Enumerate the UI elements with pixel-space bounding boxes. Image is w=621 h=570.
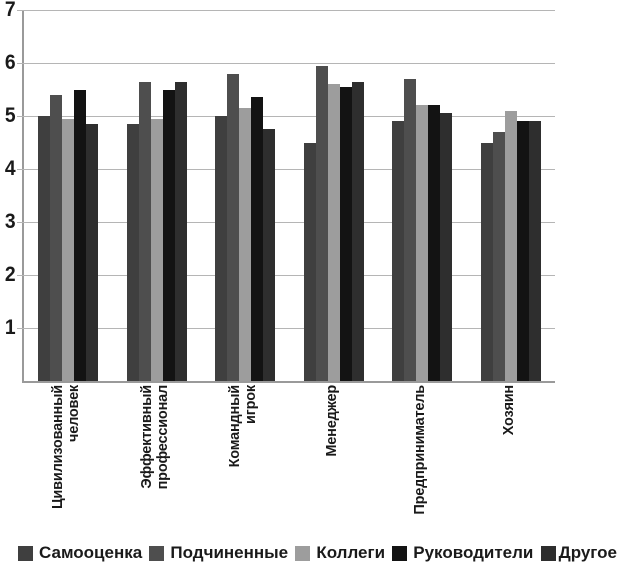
bar — [303, 142, 316, 381]
bar — [227, 73, 240, 381]
x-category-label: Цивилизованный человек — [50, 385, 83, 509]
bar — [492, 131, 505, 381]
gridline-y6 — [17, 63, 555, 64]
bar — [528, 121, 541, 381]
x-category-label: Эффективный профессионал — [138, 385, 171, 490]
legend: Самооценка Подчиненные Коллеги Руководители… — [0, 540, 621, 566]
legend-swatch — [149, 545, 165, 561]
bar — [480, 142, 493, 381]
bar-group-2 — [113, 10, 202, 381]
gridline-y1 — [17, 328, 555, 329]
legend-label: Коллеги — [316, 543, 386, 562]
bar-groups — [24, 10, 555, 381]
bar — [392, 121, 405, 381]
bar — [263, 129, 276, 381]
bar — [162, 89, 175, 381]
bar — [315, 65, 328, 381]
bar — [38, 116, 51, 381]
legend-item-1: Самооценка — [18, 543, 142, 563]
legend-swatch — [392, 545, 408, 561]
gridline-y7 — [17, 10, 555, 11]
x-category-slot: Менеджер — [288, 384, 377, 538]
bar — [138, 81, 151, 381]
legend-swatch — [18, 545, 33, 561]
bar — [351, 81, 364, 381]
legend-item-5: Другое — [540, 543, 617, 563]
y-tick-label: 3 — [5, 210, 16, 234]
y-tick-label: 1 — [5, 316, 16, 340]
bar — [251, 97, 264, 381]
bar-group-1 — [24, 10, 113, 381]
legend-swatch — [295, 545, 311, 561]
bar — [404, 78, 417, 381]
y-tick-label: 7 — [5, 0, 16, 22]
bar — [215, 116, 228, 381]
bar — [428, 105, 441, 381]
gridline-y3 — [17, 222, 555, 223]
bar — [339, 86, 352, 381]
bar-group-3 — [201, 10, 290, 381]
bar — [50, 94, 63, 381]
x-category-label: Хозяин — [500, 385, 517, 436]
x-category-label: Командный игрок — [227, 385, 260, 468]
bar-group-6 — [467, 10, 556, 381]
y-tick-label: 4 — [5, 157, 16, 181]
legend-label: Другое — [558, 543, 617, 562]
x-axis-category-labels: Цивилизованный человек Эффективный профес… — [22, 384, 553, 538]
x-category-label: Предприниматель — [412, 385, 429, 515]
bar — [174, 81, 187, 381]
bar — [126, 123, 139, 381]
legend-label: Самооценка — [39, 543, 143, 562]
gridline-y5 — [17, 116, 555, 117]
bar-group-5 — [378, 10, 467, 381]
legend-swatch — [540, 545, 556, 561]
bar — [516, 121, 529, 381]
legend-label: Руководители — [413, 543, 534, 562]
gridline-y4 — [17, 169, 555, 170]
bar — [150, 118, 163, 381]
legend-item-4: Руководители — [392, 543, 533, 563]
legend-label: Подчиненные — [170, 543, 289, 562]
x-category-label: Менеджер — [323, 385, 340, 457]
bar — [74, 89, 87, 381]
x-category-slot: Эффективный профессионал — [111, 384, 200, 538]
x-category-slot: Предприниматель — [376, 384, 465, 538]
x-category-slot: Цивилизованный человек — [22, 384, 111, 538]
bar — [504, 110, 517, 381]
bar — [416, 105, 429, 381]
bar-group-4 — [290, 10, 379, 381]
legend-item-2: Подчиненные — [149, 543, 288, 563]
bar — [327, 84, 340, 381]
x-category-slot: Командный игрок — [199, 384, 288, 538]
bar — [86, 123, 99, 381]
gridline-y2 — [17, 275, 555, 276]
plot-area — [17, 10, 555, 383]
y-tick-label: 2 — [5, 263, 16, 287]
y-tick-label: 5 — [5, 104, 16, 128]
legend-item-3: Коллеги — [295, 543, 385, 563]
bar — [239, 108, 252, 381]
x-category-slot: Хозяин — [465, 384, 554, 538]
y-tick-label: 6 — [5, 51, 16, 75]
y-axis-tick-labels: 7 6 5 4 3 2 1 — [0, 0, 16, 381]
bar — [440, 113, 453, 381]
bar — [62, 118, 75, 381]
